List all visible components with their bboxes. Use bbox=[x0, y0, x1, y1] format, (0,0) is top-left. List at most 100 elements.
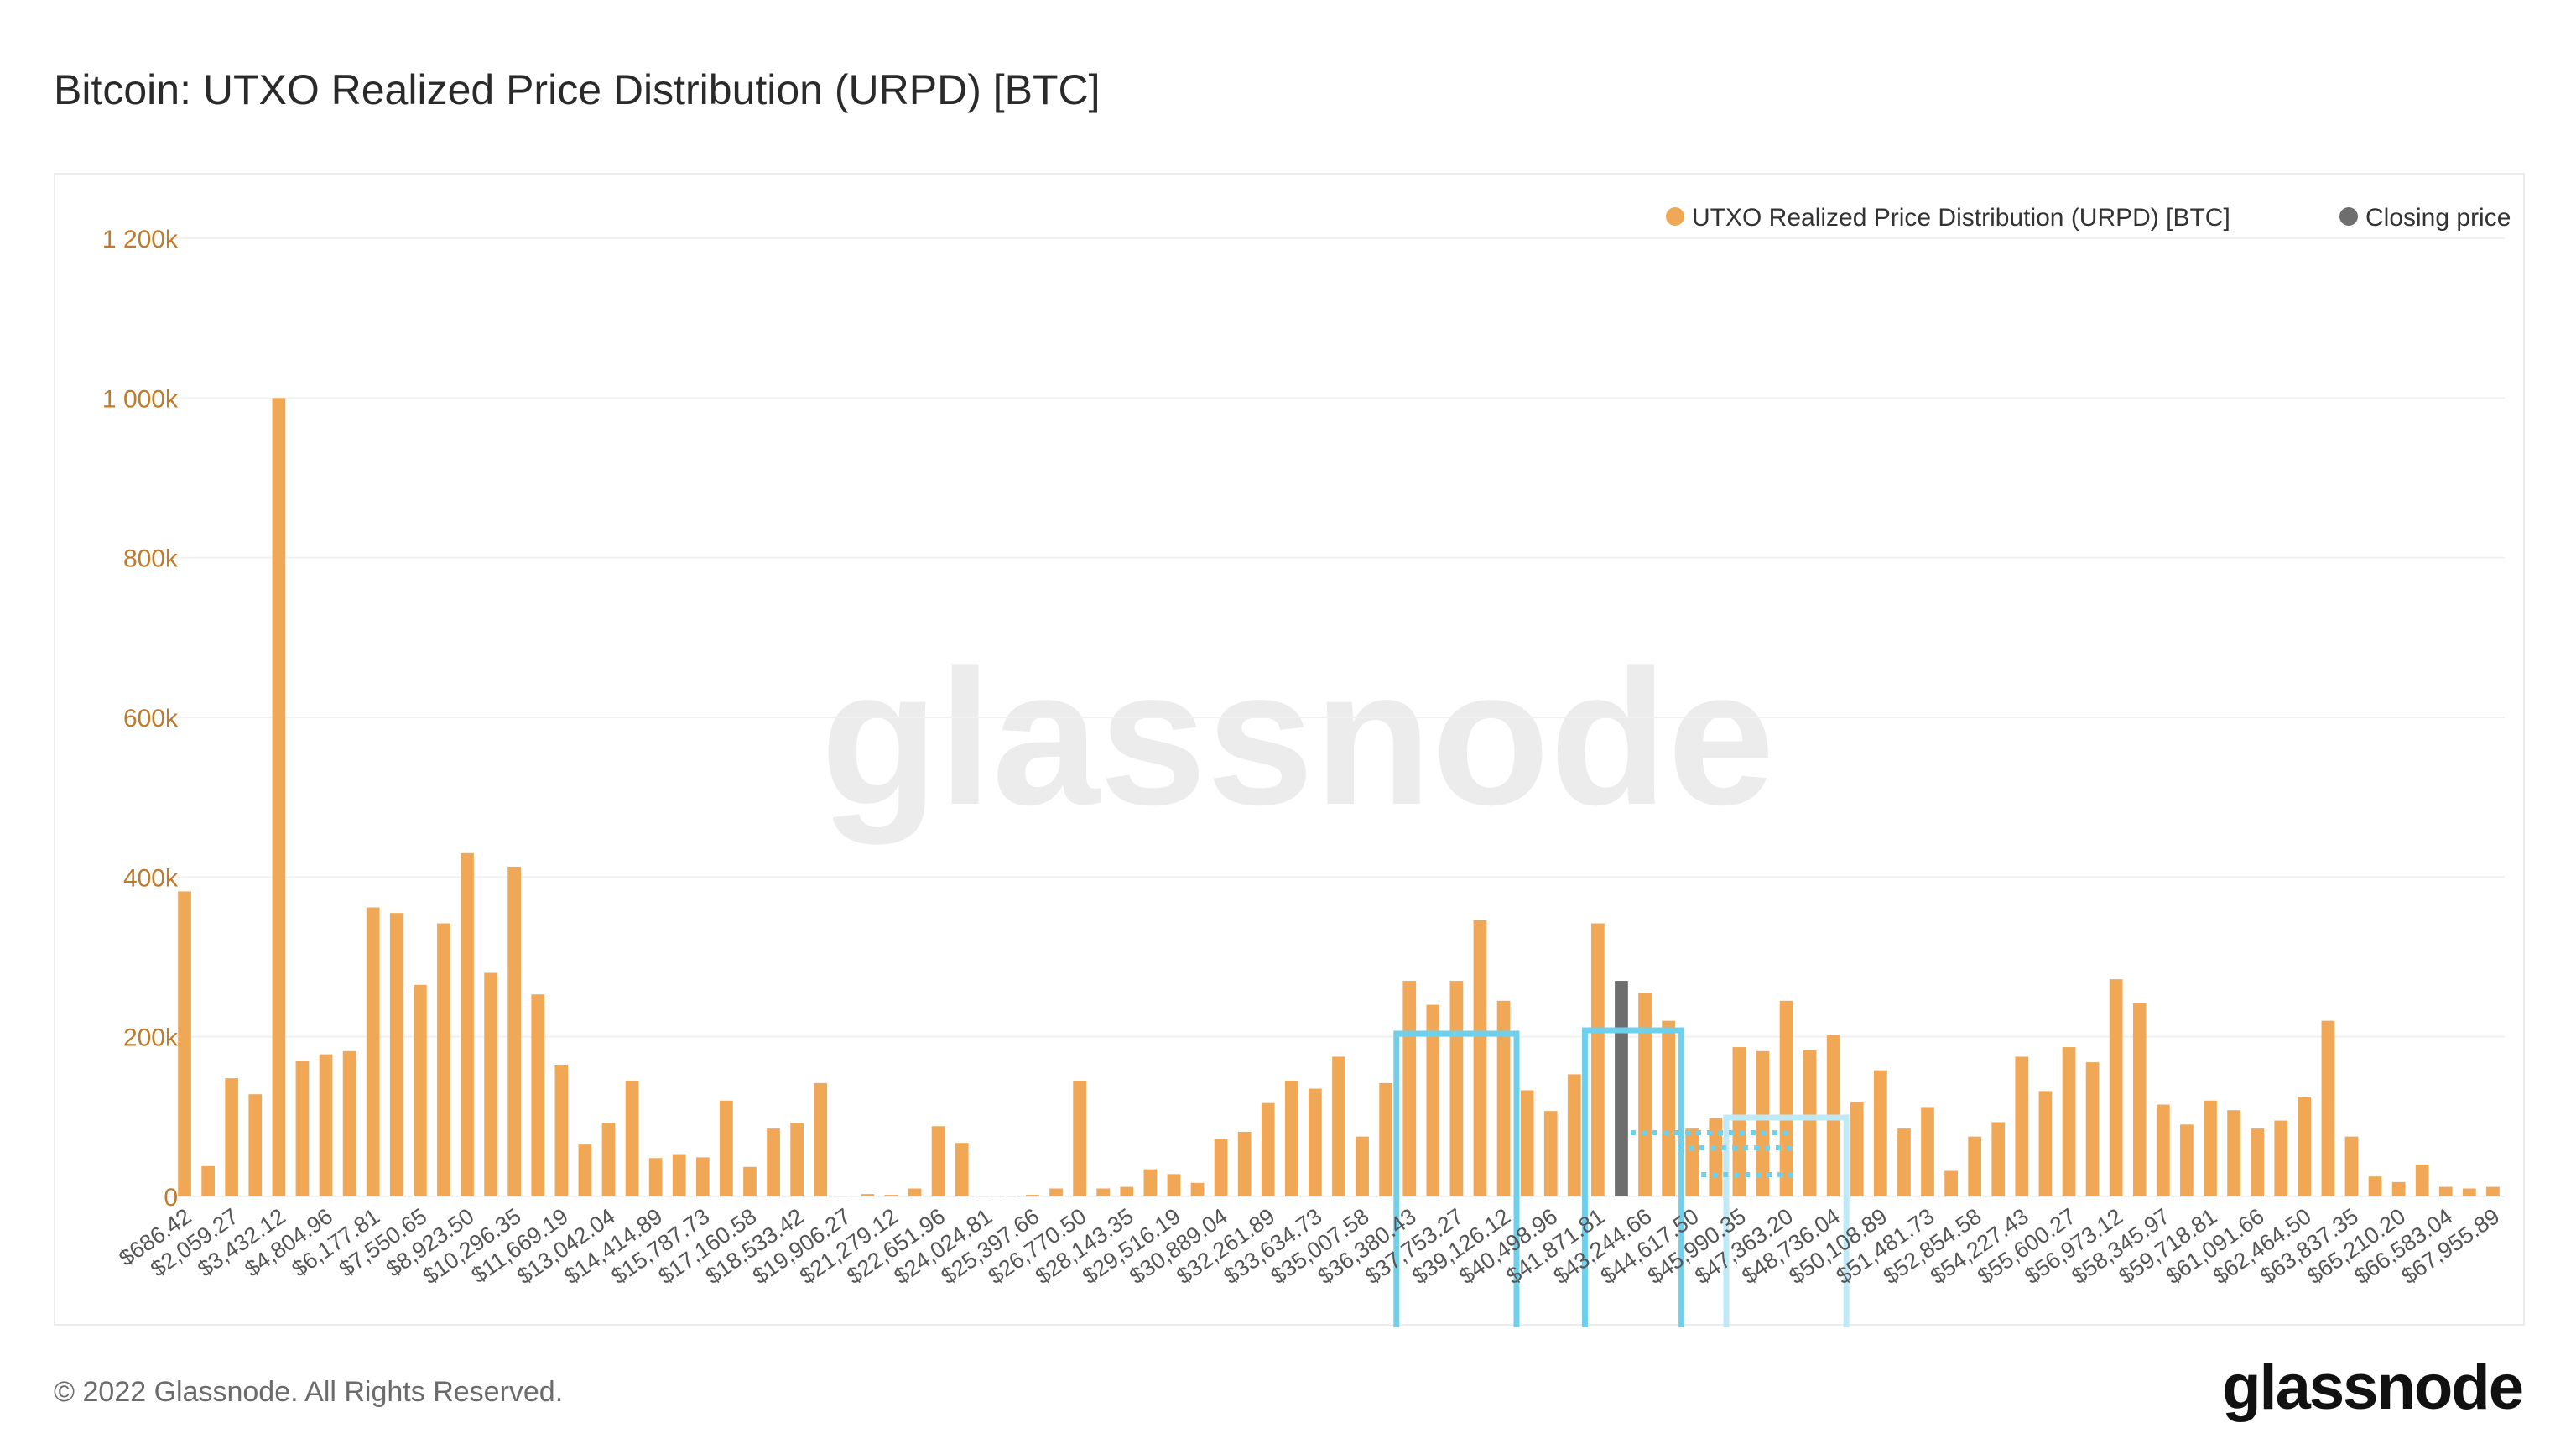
bar bbox=[2132, 1003, 2147, 1196]
legend-urpd-swatch bbox=[1666, 207, 1684, 226]
bar bbox=[1803, 1050, 1817, 1196]
bar bbox=[178, 891, 191, 1196]
bar bbox=[601, 1123, 616, 1196]
bar bbox=[1567, 1074, 1581, 1196]
y-axis: 0 200k 400k 600k 800k 1 000k 1 200k bbox=[102, 226, 179, 1212]
bar bbox=[2204, 1100, 2217, 1196]
bar bbox=[672, 1154, 686, 1196]
highlight-box bbox=[1581, 1027, 1685, 1327]
bar bbox=[931, 1126, 945, 1196]
annotations bbox=[1393, 1027, 1850, 1327]
bar bbox=[342, 1050, 356, 1196]
bar bbox=[1779, 1000, 1793, 1196]
bar bbox=[2109, 979, 2123, 1196]
bar bbox=[2486, 1186, 2500, 1196]
bar bbox=[272, 398, 286, 1196]
bar bbox=[484, 972, 497, 1196]
bar bbox=[1190, 1182, 1205, 1196]
bar bbox=[2438, 1186, 2453, 1196]
highlight-box bbox=[1723, 1114, 1850, 1327]
bar bbox=[1356, 1136, 1369, 1196]
bar bbox=[2298, 1097, 2312, 1196]
bar bbox=[1096, 1188, 1111, 1196]
copyright-text: © 2022 Glassnode. All Rights Reserved. bbox=[54, 1376, 564, 1408]
y-tick-label: 0 bbox=[164, 1184, 178, 1212]
bar bbox=[366, 907, 380, 1196]
bar bbox=[531, 994, 545, 1196]
bar bbox=[1214, 1139, 1228, 1196]
bar bbox=[1332, 1056, 1345, 1196]
bar bbox=[720, 1100, 733, 1196]
bar bbox=[1709, 1118, 1723, 1196]
y-tick-label: 400k bbox=[123, 864, 179, 892]
bar bbox=[1309, 1088, 1322, 1196]
bar bbox=[1968, 1136, 1982, 1196]
bar bbox=[1685, 1128, 1699, 1196]
x-axis: $686.42$2,059.27$3,432.12$4,804.96$6,177… bbox=[114, 1203, 2504, 1289]
bar bbox=[695, 1157, 710, 1196]
bar bbox=[743, 1166, 757, 1196]
bar bbox=[1991, 1122, 2006, 1196]
bar bbox=[461, 852, 474, 1196]
bar bbox=[1897, 1128, 1911, 1196]
bar bbox=[2415, 1164, 2429, 1196]
bar bbox=[1873, 1070, 1887, 1196]
bar bbox=[1426, 1004, 1440, 1196]
legend-urpd-label: UTXO Realized Price Distribution (URPD) … bbox=[1692, 204, 2230, 232]
bar bbox=[2062, 1047, 2076, 1196]
bar bbox=[1379, 1082, 1393, 1196]
bar bbox=[2251, 1128, 2265, 1196]
bar bbox=[1520, 1090, 1534, 1196]
gridlines bbox=[164, 237, 2505, 1197]
bar bbox=[2156, 1104, 2170, 1196]
bar bbox=[1073, 1081, 1086, 1196]
bar bbox=[1944, 1170, 1958, 1196]
chart-area: glassnode 0 200k 400k 600k 800k 1 000k 1 200k … bbox=[54, 173, 2525, 1327]
legend-closing-price-swatch bbox=[2339, 207, 2358, 226]
bar bbox=[767, 1128, 780, 1196]
bar bbox=[625, 1081, 639, 1196]
bar bbox=[1543, 1111, 1558, 1196]
bar bbox=[2321, 1020, 2335, 1196]
bar bbox=[1120, 1186, 1134, 1196]
bar bbox=[2038, 1091, 2053, 1196]
bar bbox=[1756, 1050, 1770, 1196]
bar bbox=[1402, 981, 1417, 1196]
bar bbox=[1449, 981, 1464, 1196]
page-title: Bitcoin: UTXO Realized Price Distributio… bbox=[54, 66, 1101, 113]
legend-closing-price-label: Closing price bbox=[2365, 204, 2511, 232]
bars bbox=[178, 398, 2500, 1196]
bar bbox=[648, 1158, 663, 1196]
bar bbox=[2015, 1056, 2029, 1196]
bar bbox=[578, 1144, 592, 1196]
bar bbox=[1026, 1195, 1039, 1196]
bar bbox=[1167, 1174, 1181, 1196]
legend: UTXO Realized Price Distribution (URPD) … bbox=[1666, 204, 2511, 232]
bar bbox=[2463, 1188, 2476, 1196]
bar bbox=[437, 923, 450, 1196]
bar bbox=[413, 984, 427, 1196]
bar bbox=[1473, 920, 1487, 1196]
bar bbox=[955, 1143, 969, 1196]
bar bbox=[554, 1064, 569, 1196]
bar bbox=[389, 913, 403, 1196]
bar bbox=[2368, 1176, 2382, 1196]
bar bbox=[2227, 1110, 2240, 1196]
bar bbox=[908, 1188, 922, 1196]
bar bbox=[1732, 1047, 1746, 1196]
bar bbox=[2391, 1181, 2406, 1196]
y-tick-label: 600k bbox=[123, 705, 179, 732]
bar bbox=[319, 1054, 333, 1196]
y-tick-label: 1 200k bbox=[102, 226, 179, 253]
bar bbox=[814, 1082, 828, 1196]
bar bbox=[884, 1195, 898, 1196]
bar bbox=[2085, 1062, 2100, 1196]
glassnode-logo: glassnode bbox=[2222, 1352, 2524, 1423]
bar bbox=[1049, 1188, 1063, 1196]
y-tick-label: 200k bbox=[123, 1024, 179, 1052]
bar-closing-price bbox=[1615, 981, 1628, 1196]
highlight-box bbox=[1393, 1030, 1520, 1327]
bar bbox=[1496, 1000, 1511, 1196]
bar bbox=[1237, 1131, 1252, 1196]
